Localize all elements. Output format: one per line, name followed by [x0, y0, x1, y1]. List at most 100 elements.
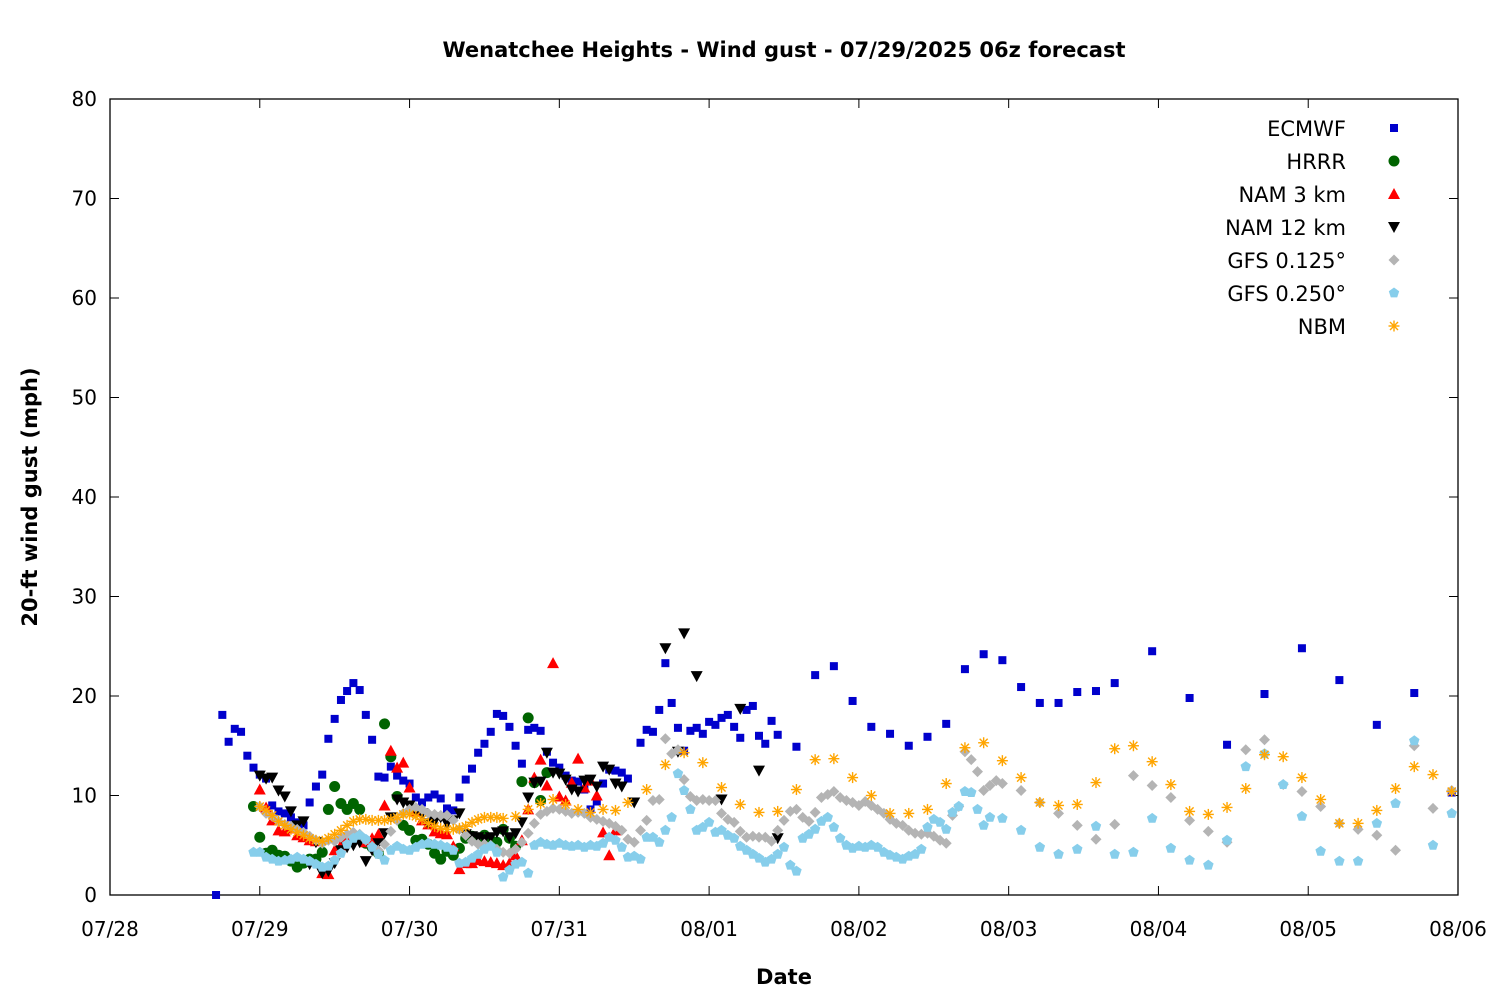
data-point: [341, 819, 353, 831]
data-point: [311, 782, 320, 791]
data-point: [424, 793, 433, 802]
data-point: [380, 773, 389, 782]
data-point: [623, 774, 632, 783]
data-point: [278, 791, 291, 803]
data-point: [848, 696, 857, 705]
data-point: [336, 695, 345, 704]
data-point: [772, 824, 784, 836]
data-point: [497, 871, 509, 882]
data-point: [274, 807, 283, 816]
data-point: [922, 821, 933, 832]
data-point: [324, 734, 333, 743]
data-point: [742, 705, 751, 714]
data-point: [284, 806, 297, 818]
data-point: [372, 838, 385, 850]
data-point: [678, 628, 691, 640]
data-point: [947, 806, 958, 817]
y-tick-label: 20: [72, 684, 97, 708]
y-tick-label: 80: [72, 87, 97, 111]
data-point: [655, 705, 664, 714]
data-point: [834, 832, 846, 843]
data-point: [522, 827, 534, 839]
data-point: [653, 793, 665, 805]
data-point: [1185, 693, 1194, 702]
data-point: [329, 828, 341, 840]
data-point: [553, 768, 566, 780]
x-tick-label: 08/05: [1279, 917, 1337, 941]
data-point: [666, 811, 677, 822]
data-point: [584, 774, 597, 786]
data-point: [809, 754, 821, 766]
data-point: [1297, 644, 1306, 653]
data-point: [767, 716, 776, 725]
data-point: [355, 686, 364, 695]
data-point: [1427, 769, 1439, 781]
data-point: [1315, 793, 1327, 805]
data-point: [503, 832, 516, 844]
data-point: [397, 756, 410, 768]
data-point: [484, 832, 497, 844]
y-tick-label: 30: [72, 585, 97, 609]
data-point: [1427, 802, 1439, 814]
data-point: [984, 780, 996, 792]
data-point: [790, 784, 802, 796]
data-point: [965, 754, 977, 766]
data-point: [822, 811, 833, 822]
data-point: [1165, 791, 1177, 803]
data-point: [361, 710, 370, 719]
data-point: [1202, 808, 1214, 820]
data-point: [734, 825, 746, 837]
data-point: [979, 650, 988, 659]
data-point: [940, 837, 952, 849]
data-point: [771, 833, 784, 845]
data-point: [703, 794, 715, 806]
data-point: [886, 729, 895, 738]
data-point: [1090, 820, 1102, 831]
data-point: [678, 747, 690, 759]
data-point: [430, 790, 439, 799]
data-point: [1053, 799, 1065, 811]
data-point: [1352, 817, 1364, 829]
data-point: [435, 809, 447, 821]
data-point: [391, 761, 404, 773]
data-point: [359, 856, 372, 868]
data-point: [642, 725, 651, 734]
data-point: [448, 844, 459, 855]
data-point: [516, 836, 528, 848]
data-point: [360, 833, 372, 844]
data-point: [772, 805, 784, 817]
data-point: [690, 671, 703, 683]
data-point: [628, 797, 641, 809]
data-point: [497, 812, 509, 824]
data-point: [1109, 818, 1121, 830]
data-point: [305, 798, 314, 807]
x-tick-label: 07/29: [231, 917, 289, 941]
data-point: [972, 803, 983, 814]
data-point: [1015, 785, 1027, 797]
data-point: [1446, 807, 1457, 818]
data-point: [447, 814, 459, 826]
data-point: [453, 808, 466, 820]
x-tick-label: 08/03: [980, 917, 1038, 941]
data-point: [516, 856, 528, 867]
data-point: [218, 710, 227, 719]
data-point: [828, 821, 840, 832]
data-point: [417, 798, 426, 807]
data-point: [505, 722, 514, 731]
data-point: [672, 768, 684, 779]
data-point: [534, 753, 547, 765]
data-point: [1260, 690, 1269, 699]
data-point: [1240, 783, 1252, 795]
y-tick-label: 0: [84, 883, 97, 907]
data-point: [761, 739, 770, 748]
data-point: [603, 764, 616, 776]
data-point: [597, 761, 610, 773]
data-point: [366, 841, 378, 852]
data-point: [441, 809, 453, 821]
data-point: [230, 724, 239, 733]
data-point: [716, 824, 727, 835]
data-point: [1165, 842, 1177, 853]
x-tick-label: 08/06: [1429, 917, 1487, 941]
data-point: [1090, 777, 1102, 789]
